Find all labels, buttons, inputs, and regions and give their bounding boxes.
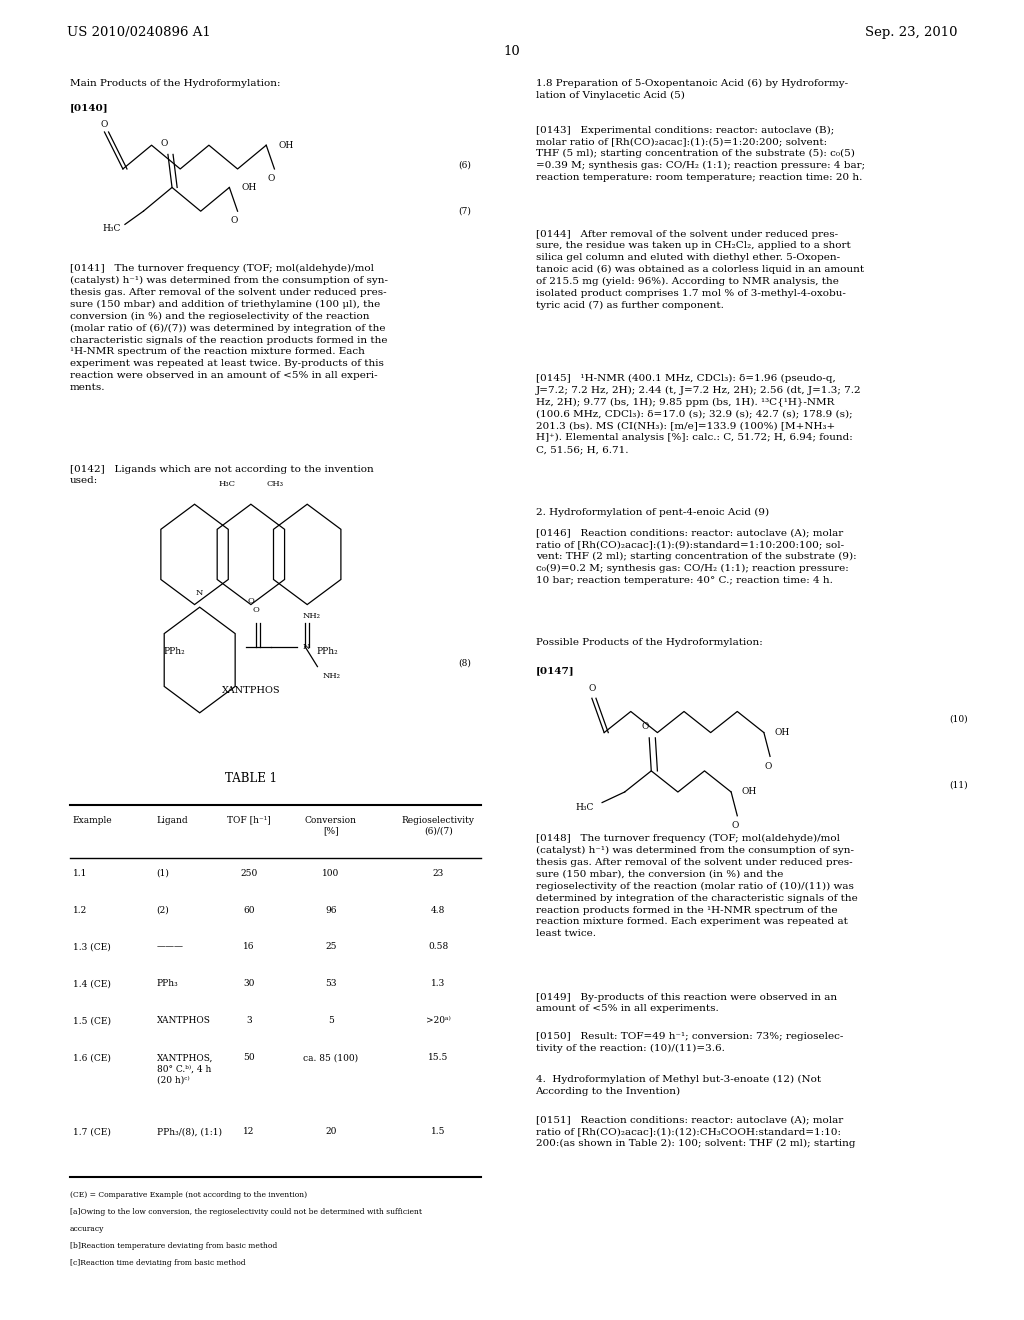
- Text: N: N: [302, 643, 309, 651]
- Text: 1.2: 1.2: [73, 906, 87, 915]
- Text: 25: 25: [325, 942, 337, 952]
- Text: 10: 10: [504, 45, 520, 58]
- Text: >20ᵃ⁾: >20ᵃ⁾: [426, 1016, 451, 1026]
- Text: [0143]   Experimental conditions: reactor: autoclave (B);
molar ratio of [Rh(CO): [0143] Experimental conditions: reactor:…: [536, 125, 864, 182]
- Text: XANTPHOS: XANTPHOS: [157, 1016, 211, 1026]
- Text: NH₂: NH₂: [302, 612, 321, 620]
- Text: ———: ———: [157, 942, 183, 952]
- Text: [0146]   Reaction conditions: reactor: autoclave (A); molar
ratio of [Rh(CO)₂aca: [0146] Reaction conditions: reactor: aut…: [536, 528, 856, 585]
- Text: Main Products of the Hydroformylation:: Main Products of the Hydroformylation:: [70, 79, 281, 88]
- Text: (CE) = Comparative Example (not according to the invention): (CE) = Comparative Example (not accordin…: [70, 1191, 307, 1199]
- Text: (10): (10): [949, 715, 968, 723]
- Text: TOF [h⁻¹]: TOF [h⁻¹]: [227, 816, 270, 825]
- Text: [0141]   The turnover frequency (TOF; mol(aldehyde)/mol
(catalyst) h⁻¹) was dete: [0141] The turnover frequency (TOF; mol(…: [70, 264, 388, 392]
- Text: 96: 96: [325, 906, 337, 915]
- Text: 20: 20: [325, 1127, 337, 1137]
- Text: 1.5: 1.5: [431, 1127, 445, 1137]
- Text: 1.8 Preparation of 5-Oxopentanoic Acid (6) by Hydroformy-
lation of Vinylacetic : 1.8 Preparation of 5-Oxopentanoic Acid (…: [536, 79, 848, 100]
- Text: H₃C: H₃C: [218, 480, 236, 488]
- Text: OH: OH: [242, 183, 257, 191]
- Text: O: O: [641, 722, 649, 731]
- Text: 0.58: 0.58: [428, 942, 449, 952]
- Text: OH: OH: [741, 788, 757, 796]
- Text: [0148]   The turnover frequency (TOF; mol(aldehyde)/mol
(catalyst) h⁻¹) was dete: [0148] The turnover frequency (TOF; mol(…: [536, 834, 857, 939]
- Text: (6): (6): [458, 161, 471, 169]
- Text: O: O: [160, 139, 168, 148]
- Text: H₃C: H₃C: [575, 803, 594, 812]
- Text: O: O: [764, 762, 772, 771]
- Text: [a]Owing to the low conversion, the regioselectivity could not be determined wit: [a]Owing to the low conversion, the regi…: [70, 1208, 422, 1216]
- Text: 12: 12: [243, 1127, 255, 1137]
- Text: US 2010/0240896 A1: US 2010/0240896 A1: [67, 26, 210, 40]
- Text: 23: 23: [433, 869, 443, 878]
- Text: PPh₂: PPh₂: [316, 647, 339, 656]
- Text: OH: OH: [279, 141, 294, 149]
- Text: XANTPHOS: XANTPHOS: [221, 686, 281, 696]
- Text: [0151]   Reaction conditions: reactor: autoclave (A); molar
ratio of [Rh(CO)₂aca: [0151] Reaction conditions: reactor: aut…: [536, 1115, 855, 1148]
- Text: TABLE 1: TABLE 1: [225, 772, 276, 785]
- Text: 100: 100: [323, 869, 339, 878]
- Text: NH₂: NH₂: [323, 672, 341, 680]
- Text: 53: 53: [325, 979, 337, 989]
- Text: O: O: [588, 684, 596, 693]
- Text: 4.  Hydroformylation of Methyl but-3-enoate (12) (Not
According to the Invention: 4. Hydroformylation of Methyl but-3-enoa…: [536, 1074, 820, 1096]
- Text: 1.3 (CE): 1.3 (CE): [73, 942, 111, 952]
- Text: 1.7 (CE): 1.7 (CE): [73, 1127, 111, 1137]
- Text: Regioselectivity
(6)/(7): Regioselectivity (6)/(7): [401, 816, 475, 836]
- Text: O: O: [230, 216, 239, 226]
- Text: O: O: [731, 821, 739, 830]
- Text: 15.5: 15.5: [428, 1053, 449, 1063]
- Text: [0142]   Ligands which are not according to the invention
used:: [0142] Ligands which are not according t…: [70, 465, 374, 486]
- Text: [0147]: [0147]: [536, 667, 574, 676]
- Text: (11): (11): [949, 781, 968, 789]
- Text: [0150]   Result: TOF=49 h⁻¹; conversion: 73%; regioselec-
tivity of the reaction: [0150] Result: TOF=49 h⁻¹; conversion: 7…: [536, 1032, 843, 1053]
- Text: 30: 30: [243, 979, 255, 989]
- Text: Possible Products of the Hydroformylation:: Possible Products of the Hydroformylatio…: [536, 638, 762, 647]
- Text: (7): (7): [458, 207, 471, 215]
- Text: 4.8: 4.8: [431, 906, 445, 915]
- Text: PPh₃/(8), (1:1): PPh₃/(8), (1:1): [157, 1127, 221, 1137]
- Text: 1.3: 1.3: [431, 979, 445, 989]
- Text: Conversion
[%]: Conversion [%]: [305, 816, 356, 836]
- Text: accuracy: accuracy: [70, 1225, 104, 1233]
- Text: Sep. 23, 2010: Sep. 23, 2010: [865, 26, 957, 40]
- Text: 1.5 (CE): 1.5 (CE): [73, 1016, 111, 1026]
- Text: 1.6 (CE): 1.6 (CE): [73, 1053, 111, 1063]
- Text: Example: Example: [73, 816, 113, 825]
- Text: XANTPHOS,
80° C.ᵇ⁾, 4 h
(20 h)ᶜ⁾: XANTPHOS, 80° C.ᵇ⁾, 4 h (20 h)ᶜ⁾: [157, 1053, 213, 1085]
- Text: 1.1: 1.1: [73, 869, 87, 878]
- Text: (8): (8): [458, 659, 471, 667]
- Text: 16: 16: [243, 942, 255, 952]
- Text: PPh₂: PPh₂: [163, 647, 185, 656]
- Text: 50: 50: [243, 1053, 255, 1063]
- Text: [b]Reaction temperature deviating from basic method: [b]Reaction temperature deviating from b…: [70, 1242, 276, 1250]
- Text: Ligand: Ligand: [157, 816, 188, 825]
- Text: 250: 250: [241, 869, 257, 878]
- Text: OH: OH: [774, 729, 790, 737]
- Text: [c]Reaction time deviating from basic method: [c]Reaction time deviating from basic me…: [70, 1259, 246, 1267]
- Text: 1.4 (CE): 1.4 (CE): [73, 979, 111, 989]
- Text: O: O: [248, 597, 254, 605]
- Text: (2): (2): [157, 906, 169, 915]
- Text: PPh₃: PPh₃: [157, 979, 178, 989]
- Text: 2. Hydroformylation of pent-4-enoic Acid (9): 2. Hydroformylation of pent-4-enoic Acid…: [536, 508, 769, 517]
- Text: O: O: [253, 606, 259, 614]
- Text: [0149]   By-products of this reaction were observed in an
amount of <5% in all e: [0149] By-products of this reaction were…: [536, 993, 837, 1014]
- Text: O: O: [100, 120, 109, 129]
- Text: [0140]: [0140]: [70, 103, 109, 112]
- Text: O: O: [267, 174, 275, 183]
- Text: (1): (1): [157, 869, 170, 878]
- Text: 60: 60: [243, 906, 255, 915]
- Text: [0144]   After removal of the solvent under reduced pres-
sure, the residue was : [0144] After removal of the solvent unde…: [536, 230, 863, 310]
- Text: 3: 3: [246, 1016, 252, 1026]
- Text: CH₃: CH₃: [266, 480, 284, 488]
- Text: ca. 85 (100): ca. 85 (100): [303, 1053, 358, 1063]
- Text: 5: 5: [328, 1016, 334, 1026]
- Text: [0145]   ¹H-NMR (400.1 MHz, CDCl₃): δ=1.96 (pseudo-q,
J=7.2; 7.2 Hz, 2H); 2.44 (: [0145] ¹H-NMR (400.1 MHz, CDCl₃): δ=1.96…: [536, 374, 861, 454]
- Text: H₃C: H₃C: [102, 224, 121, 234]
- Text: N: N: [196, 589, 204, 597]
